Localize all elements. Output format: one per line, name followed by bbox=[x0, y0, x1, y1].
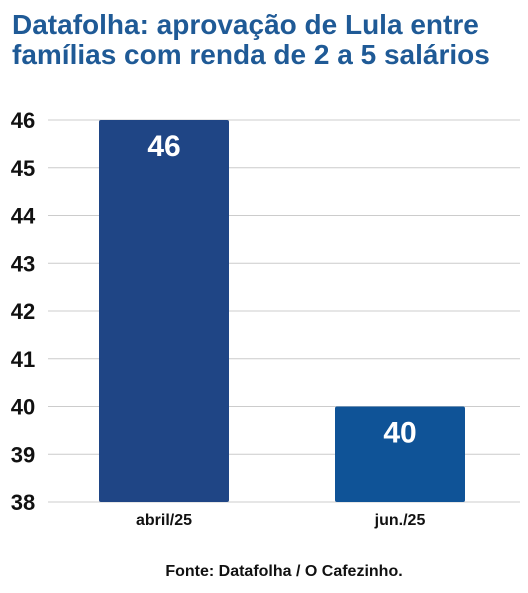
bar-data-label: 46 bbox=[147, 130, 180, 163]
x-axis-category-labels: abril/25 jun./25 bbox=[136, 512, 425, 529]
source-note: Fonte: Datafolha / O Cafezinho. bbox=[165, 563, 403, 580]
y-tick-label: 45 bbox=[11, 156, 35, 181]
x-category-label: jun./25 bbox=[374, 512, 426, 529]
bar bbox=[99, 120, 229, 502]
y-tick-label: 38 bbox=[11, 490, 35, 515]
y-tick-label: 40 bbox=[11, 395, 35, 420]
x-category-label: abril/25 bbox=[136, 512, 192, 529]
bar bbox=[335, 406, 465, 502]
y-tick-label: 43 bbox=[11, 251, 35, 276]
bars: 46 40 bbox=[99, 120, 465, 502]
y-tick-label: 39 bbox=[11, 442, 35, 467]
y-axis-tick-labels: 38 39 40 41 42 43 44 45 46 bbox=[11, 108, 36, 515]
y-tick-label: 44 bbox=[11, 204, 36, 229]
y-tick-label: 46 bbox=[11, 108, 35, 133]
y-tick-label: 42 bbox=[11, 299, 35, 324]
bar-data-label: 40 bbox=[383, 417, 416, 450]
chart-title: Datafolha: aprovação de Lula entre famíl… bbox=[12, 9, 490, 70]
y-tick-label: 41 bbox=[11, 347, 35, 372]
